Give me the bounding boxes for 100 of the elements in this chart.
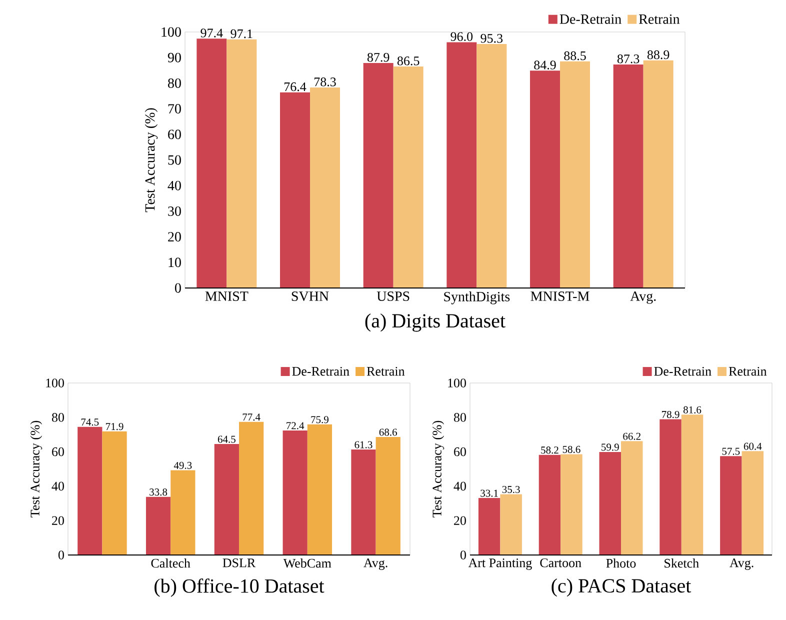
data-label: 81.6	[683, 406, 702, 414]
legend-label: Retrain	[728, 366, 767, 376]
bar	[214, 444, 240, 555]
y-tick-label: 0	[175, 283, 181, 293]
y-tick-label: 90	[168, 52, 181, 62]
data-label: 74.5	[81, 418, 99, 426]
bar	[643, 60, 674, 288]
data-label: 88.9	[647, 50, 670, 60]
data-label: 72.4	[286, 422, 304, 430]
legend-label: De-Retrain	[292, 366, 350, 376]
data-label: 49.3	[174, 462, 192, 469]
bar	[78, 426, 102, 555]
data-label: 78.9	[662, 410, 680, 418]
data-label: 33.8	[150, 488, 168, 496]
data-label: 77.4	[242, 414, 260, 421]
y-tick-label: 40	[52, 482, 64, 491]
legend-label: Retrain	[639, 14, 680, 24]
bar	[530, 70, 560, 288]
data-label: 64.5	[218, 436, 236, 443]
y-tick-label: 100	[162, 27, 181, 37]
x-tick-label: USPS	[376, 292, 410, 301]
y-tick-label: 20	[52, 516, 64, 525]
x-tick-label: Avg.	[364, 558, 388, 570]
data-label: 96.0	[450, 32, 473, 42]
legend-label: De-Retrain	[560, 14, 622, 24]
y-axis-title: Test Accuracy (%)	[144, 108, 158, 212]
data-label: 76.4	[284, 82, 306, 92]
bar	[376, 436, 400, 555]
data-label: 58.2	[541, 446, 558, 454]
x-tick-label: Cartoon	[540, 558, 582, 568]
y-tick-label: 70	[168, 104, 181, 114]
legend-label: De-Retrain	[654, 366, 712, 376]
bar	[660, 419, 682, 555]
y-tick-label: 50	[168, 155, 181, 165]
data-label: 58.6	[562, 446, 580, 453]
text: (c) PACS Dataset	[552, 578, 692, 597]
data-label: 97.4	[200, 28, 223, 38]
data-label: 57.5	[722, 448, 740, 455]
y-tick-label: 80	[52, 413, 64, 422]
y-tick-label: 10	[168, 258, 181, 268]
data-label: 61.3	[354, 441, 372, 448]
legend-label: Retrain	[366, 366, 405, 376]
y-tick-label: 20	[454, 516, 466, 525]
bar	[599, 452, 621, 555]
x-tick-label: Avg.	[730, 558, 754, 570]
bar	[310, 88, 340, 288]
y-tick-label: 40	[168, 180, 181, 190]
data-label: 86.5	[397, 56, 420, 66]
bar	[393, 66, 424, 288]
text: (a) Digits Dataset	[365, 314, 506, 332]
y-tick-label: 20	[168, 232, 181, 242]
bar	[363, 62, 394, 288]
bar	[280, 92, 310, 288]
bar	[446, 42, 477, 288]
bar	[307, 424, 332, 555]
x-tick-label: MNIST-M	[530, 292, 590, 301]
data-label: 59.9	[602, 444, 619, 451]
bar	[239, 422, 264, 555]
bar	[720, 456, 742, 555]
y-tick-label: 60	[454, 447, 466, 456]
data-label: 66.2	[623, 432, 640, 440]
x-tick-label: Caltech	[151, 558, 190, 568]
y-tick-label: 60	[52, 447, 64, 456]
data-label: 78.3	[314, 78, 336, 86]
bar	[560, 61, 590, 288]
x-tick-label: Avg.	[630, 292, 656, 304]
bar	[560, 454, 582, 555]
data-label: 68.6	[379, 428, 397, 436]
bar	[282, 430, 308, 555]
bar	[196, 38, 227, 288]
y-tick-label: 30	[168, 206, 181, 216]
y-axis-title: Test Accuracy (%)	[30, 420, 42, 518]
data-label: 88.5	[564, 51, 586, 60]
y-tick-label: 0	[460, 550, 466, 560]
x-tick-label: Sketch	[664, 558, 699, 568]
y-tick-label: 60	[168, 130, 181, 140]
data-label: 60.4	[744, 442, 762, 450]
data-label: 95.3	[480, 34, 503, 43]
bar	[478, 498, 500, 555]
x-tick-label: Art Painting	[468, 558, 532, 570]
bar	[351, 450, 376, 555]
bar	[500, 494, 522, 555]
bar	[681, 414, 704, 555]
text: (b) Office-10 Dataset	[154, 578, 324, 597]
data-label: 97.1	[230, 29, 252, 38]
bar	[170, 470, 196, 555]
x-tick-label: Photo	[606, 558, 636, 568]
bar	[621, 441, 643, 555]
y-tick-label: 100	[448, 378, 466, 388]
bar	[613, 64, 644, 288]
x-tick-label: MNIST	[205, 292, 248, 301]
data-label: 87.9	[367, 52, 390, 62]
bar	[476, 44, 507, 288]
y-tick-label: 40	[454, 482, 466, 491]
bar	[538, 454, 561, 555]
bar	[146, 496, 171, 555]
y-tick-label: 80	[454, 413, 466, 422]
bar	[226, 39, 257, 288]
bar	[102, 431, 127, 555]
x-tick-label: DSLR	[222, 558, 256, 568]
